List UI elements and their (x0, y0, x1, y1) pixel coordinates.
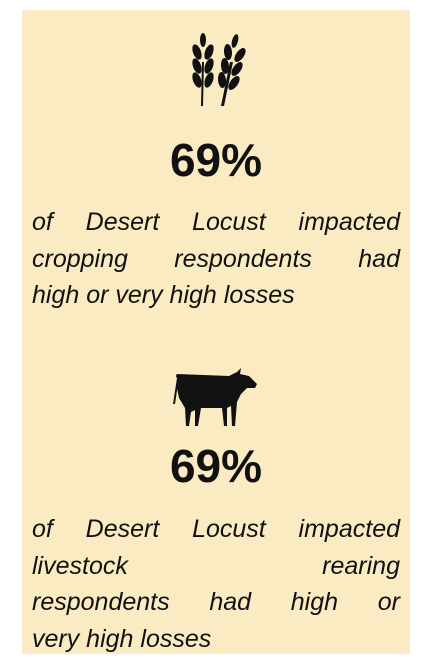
stat-text: of Desert Locust impacted cropping respon… (32, 204, 400, 314)
wheat-svg (192, 33, 246, 106)
cow-icon (22, 368, 410, 428)
wheat-icon (22, 32, 410, 108)
stat-value: 69% (169, 440, 263, 492)
stat-text: of Desert Locust impacted livestock reari… (32, 511, 400, 657)
text-line: cropping respondents had (32, 244, 400, 273)
cow-svg (173, 368, 257, 426)
text-line: of Desert Locust impacted (32, 208, 400, 236)
text-line: respondents had high or (32, 588, 400, 616)
text-line: of Desert Locust impacted (32, 515, 400, 543)
infographic-card: 69% of Desert Locust impacted cropping re… (22, 10, 410, 654)
text-line: very high losses (32, 624, 212, 653)
text-line: high or very high losses (32, 281, 295, 309)
text-line: livestock rearing (32, 551, 400, 580)
stat-value: 69% (169, 134, 263, 186)
